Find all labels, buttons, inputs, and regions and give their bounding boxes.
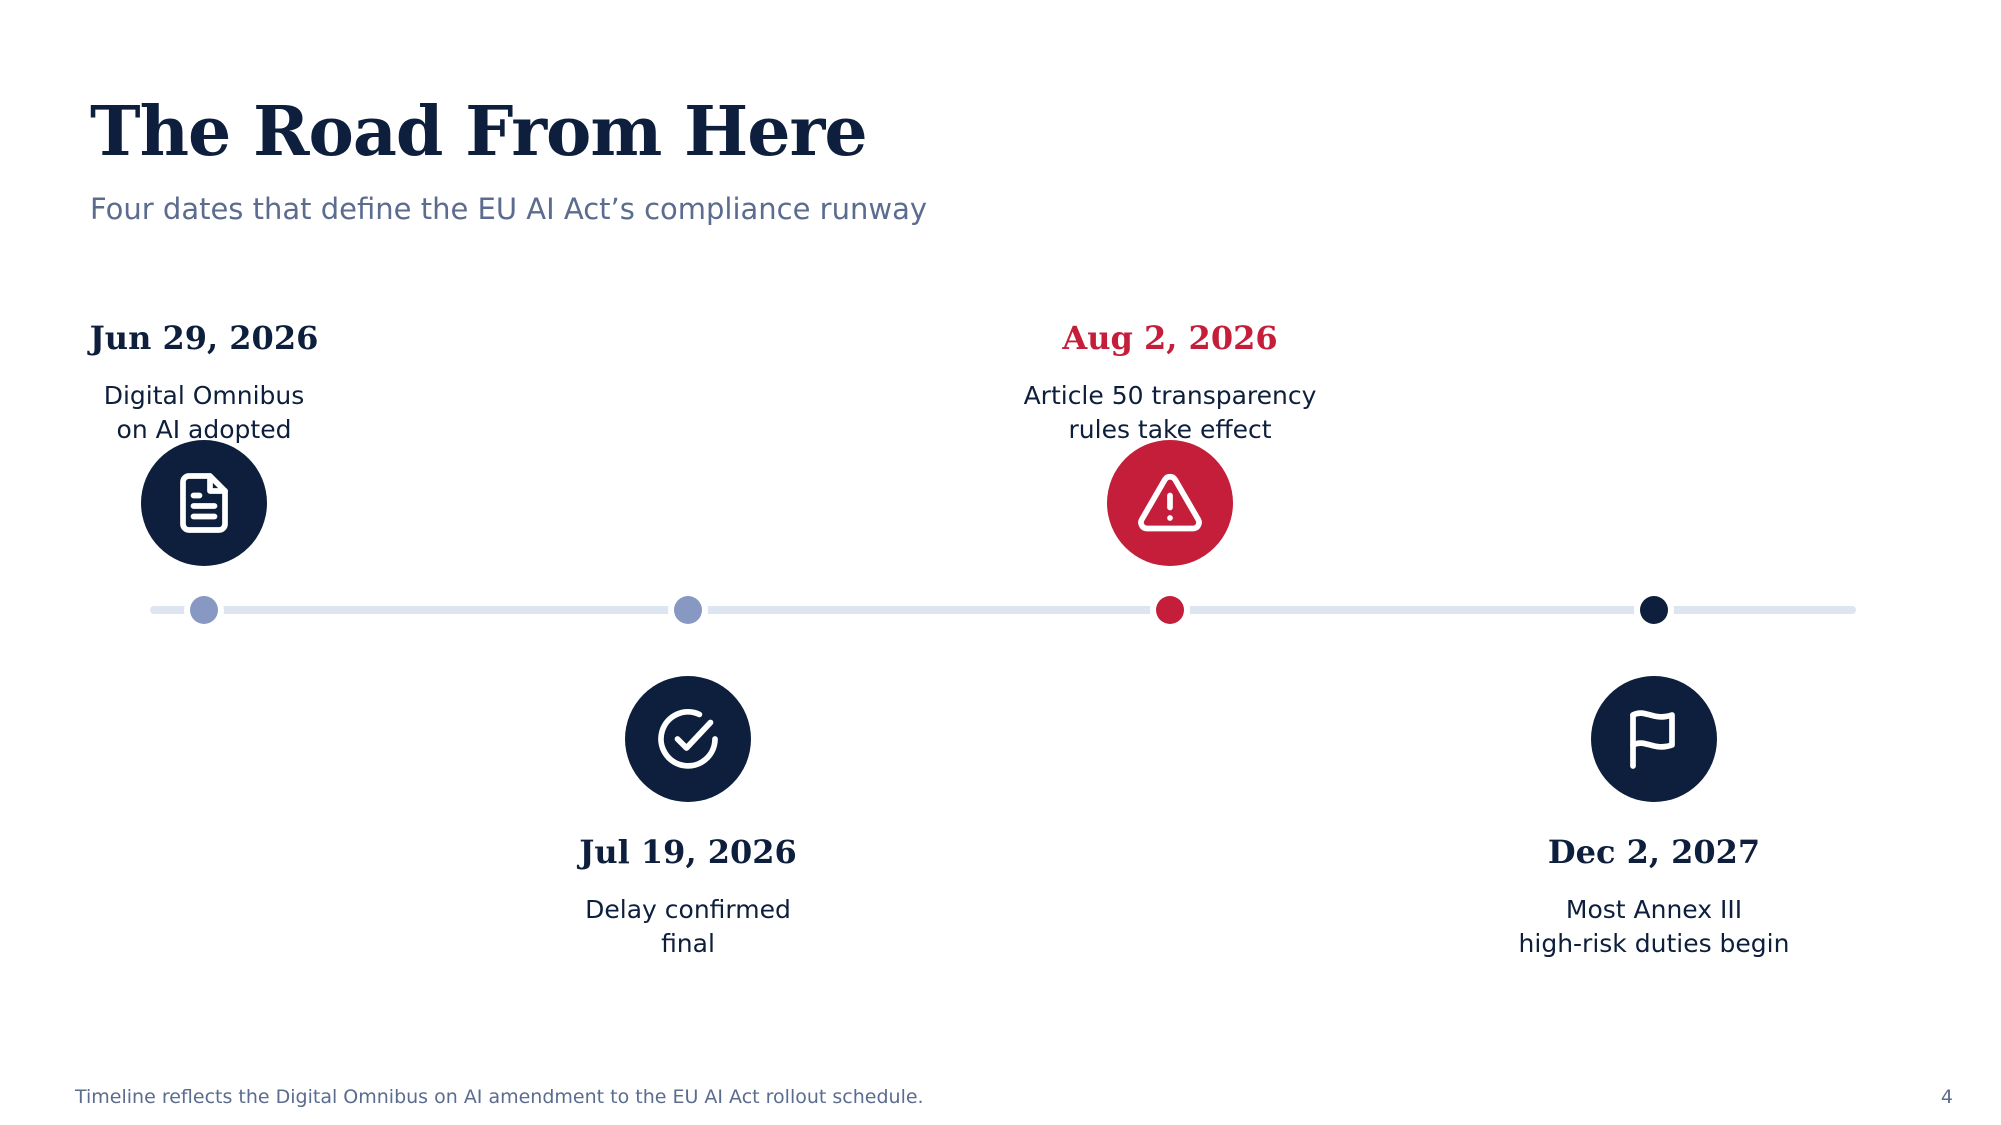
timeline-dot — [190, 596, 218, 624]
slide-title: The Road From Here — [90, 92, 868, 172]
warning-icon — [1107, 440, 1233, 566]
milestone-description-line: Delay confirmed — [585, 895, 791, 924]
check-circle-icon — [625, 676, 751, 802]
milestone-date: Aug 2, 2026 — [1062, 319, 1278, 357]
milestone-description-line: Digital Omnibus — [103, 381, 305, 410]
milestone-date: Jun 29, 2026 — [89, 319, 319, 357]
milestone-description-line: rules take effect — [1068, 415, 1272, 444]
milestone-date: Dec 2, 2027 — [1547, 833, 1761, 871]
milestone-description-line: Article 50 transparency — [1023, 381, 1317, 410]
milestone-description-line: final — [661, 929, 715, 958]
milestone-description-line: high-risk duties begin — [1518, 929, 1790, 958]
page-number: 4 — [1940, 1086, 1953, 1108]
flag-icon — [1591, 676, 1717, 802]
milestone-description: Digital Omnibus on AI adopted — [24, 379, 384, 447]
milestone-description: Delay confirmed final — [508, 893, 868, 961]
timeline-dot — [1640, 596, 1668, 624]
timeline-track — [150, 606, 1856, 614]
footer-note: Timeline reflects the Digital Omnibus on… — [75, 1086, 924, 1108]
milestone-description-line: on AI adopted — [116, 415, 292, 444]
timeline-dot — [1156, 596, 1184, 624]
timeline-dot — [674, 596, 702, 624]
milestone-description: Most Annex III high-risk duties begin — [1474, 893, 1834, 961]
milestone-date: Jul 19, 2026 — [579, 833, 797, 871]
document-icon — [141, 440, 267, 566]
slide-subtitle: Four dates that define the EU AI Act’s c… — [90, 192, 928, 226]
milestone-description-line: Most Annex III — [1565, 895, 1743, 924]
milestone-description: Article 50 transparency rules take effec… — [990, 379, 1350, 447]
